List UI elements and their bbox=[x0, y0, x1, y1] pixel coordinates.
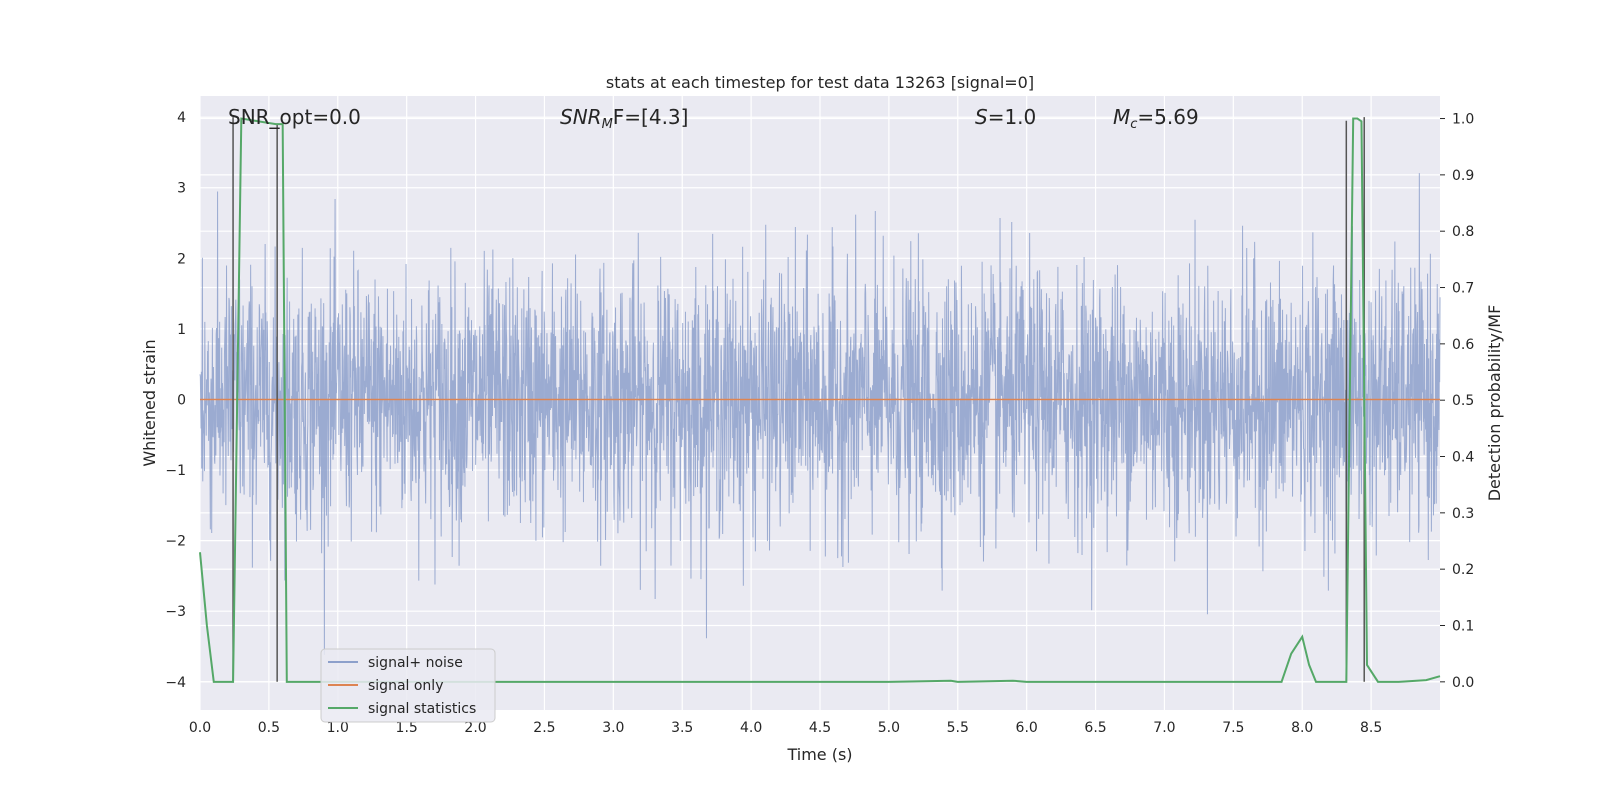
x-tick-label-3: 1.5 bbox=[396, 720, 418, 736]
y-right-tick-label-9: 0.1 bbox=[1452, 619, 1474, 635]
x-tick-label-11: 5.5 bbox=[947, 720, 969, 736]
x-tick-label-15: 7.5 bbox=[1222, 720, 1244, 736]
x-tick-label-7: 3.5 bbox=[671, 720, 693, 736]
legend-box bbox=[320, 648, 496, 723]
y-right-tick-label-5: 0.5 bbox=[1452, 393, 1474, 409]
x-tick-label-9: 4.5 bbox=[809, 720, 831, 736]
legend-label-signal-only: signal only bbox=[368, 678, 443, 694]
x-tick-label-13: 6.5 bbox=[1084, 720, 1106, 736]
y-right-tick-label-2: 0.8 bbox=[1452, 224, 1474, 240]
x-tick-label-2: 1.0 bbox=[327, 720, 349, 736]
y-right-tick-label-4: 0.6 bbox=[1452, 337, 1474, 353]
y-right-tick-label-3: 0.7 bbox=[1452, 281, 1474, 297]
y-right-tick-label-6: 0.4 bbox=[1452, 450, 1474, 466]
chart-title: stats at each timestep for test data 132… bbox=[606, 73, 1034, 92]
x-tick-label-10: 5.0 bbox=[878, 720, 900, 736]
signal-statistics-series bbox=[199, 117, 1441, 683]
annotation-s: S=1.0 bbox=[975, 105, 1036, 129]
annotation-snr-mf: SNRMF=[4.3] bbox=[560, 105, 688, 132]
y-right-axis-label: Detection probability/MF bbox=[1485, 305, 1504, 502]
y-right-tick-label-1: 0.9 bbox=[1452, 168, 1474, 184]
x-tick-label-1: 0.5 bbox=[258, 720, 280, 736]
x-tick-label-8: 4.0 bbox=[740, 720, 762, 736]
x-tick-label-4: 2.0 bbox=[464, 720, 486, 736]
y-right-tick-label-7: 0.3 bbox=[1452, 506, 1474, 522]
y-left-axis-label: Whitened strain bbox=[140, 339, 159, 466]
y-right-tick-label-10: 0.0 bbox=[1452, 675, 1474, 691]
y-left-tick-labels: 4 3 2 1 0 −1 −2 −3 −4 bbox=[165, 110, 186, 691]
y-left-tick-label-1: 3 bbox=[177, 181, 186, 197]
legend: signal+ noise signal only signal statist… bbox=[320, 648, 496, 723]
x-tick-label-0: 0.0 bbox=[189, 720, 211, 736]
y-left-tick-label-0: 4 bbox=[177, 110, 186, 126]
x-axis-label: Time (s) bbox=[786, 745, 852, 764]
y-left-tick-label-3: 1 bbox=[177, 322, 186, 338]
y-right-tick-label-8: 0.2 bbox=[1452, 562, 1474, 578]
legend-label-signal-noise: signal+ noise bbox=[368, 655, 463, 671]
x-tick-label-16: 8.0 bbox=[1291, 720, 1313, 736]
y-right-tick-labels: 1.0 0.9 0.8 0.7 0.6 0.5 0.4 0.3 0.2 0.1 0.0 bbox=[1440, 112, 1474, 691]
legend-label-signal-statistics: signal statistics bbox=[368, 701, 476, 717]
x-tick-label-5: 2.5 bbox=[533, 720, 555, 736]
y-left-tick-label-4: 0 bbox=[177, 392, 186, 408]
x-tick-label-6: 3.0 bbox=[602, 720, 624, 736]
x-tick-labels: 0.0 0.5 1.0 1.5 2.0 2.5 3.0 3.5 4.0 4.5 5.0 5.5 6.0 6… bbox=[189, 720, 1382, 736]
y-left-tick-label-8: −4 bbox=[165, 675, 186, 691]
signal-noise-series bbox=[199, 173, 1441, 655]
annotation-mc: Mc=5.69 bbox=[1113, 105, 1199, 132]
y-left-tick-label-5: −1 bbox=[165, 463, 186, 479]
y-right-tick-label-0: 1.0 bbox=[1452, 112, 1474, 128]
x-tick-label-17: 8.5 bbox=[1360, 720, 1382, 736]
y-left-tick-label-2: 2 bbox=[177, 251, 186, 267]
y-left-tick-label-6: −2 bbox=[165, 534, 186, 550]
x-tick-label-14: 7.0 bbox=[1153, 720, 1175, 736]
x-tick-label-12: 6.0 bbox=[1016, 720, 1038, 736]
y-left-tick-label-7: −3 bbox=[165, 604, 186, 620]
signal-noise-line bbox=[199, 173, 1441, 655]
annotation-snr-opt: SNR_opt=0.0 bbox=[228, 105, 361, 129]
signal-statistics-line bbox=[199, 117, 1441, 683]
